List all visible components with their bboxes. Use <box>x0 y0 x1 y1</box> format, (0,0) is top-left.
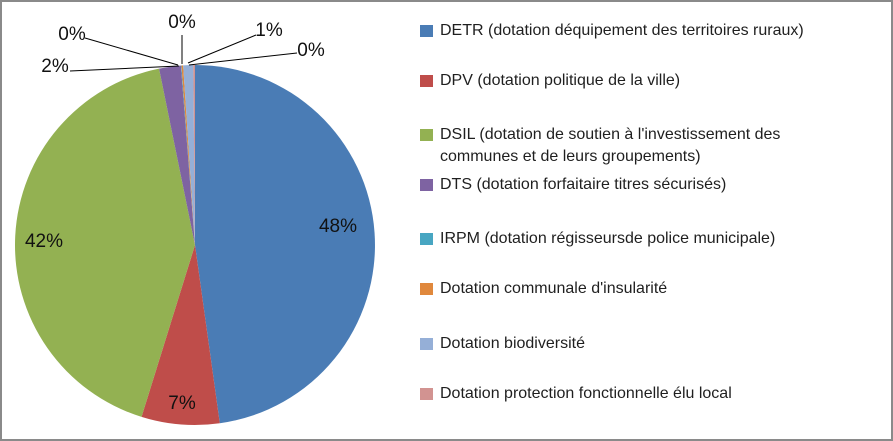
legend-label: Dotation biodiversité <box>440 335 585 352</box>
legend-item-6: Dotation biodiversité <box>420 333 830 355</box>
legend-swatch-icon <box>420 25 433 37</box>
legend-swatch-icon <box>420 233 433 245</box>
legend-item-4: IRPM (dotation régisseursde police munic… <box>420 228 830 250</box>
legend-label: Dotation communale d'insularité <box>440 280 668 297</box>
legend-label: DETR (dotation déquipement des territoir… <box>440 22 804 39</box>
pie-chart: 48% 7% 42% 2% 0% 0% 1% 0% <box>14 12 375 425</box>
legend-swatch-icon <box>420 179 433 191</box>
pie-slice-4 <box>180 65 195 245</box>
data-label-3: 2% <box>41 56 69 77</box>
legend-swatch-icon <box>420 75 433 87</box>
pie-slice-3 <box>159 65 195 245</box>
pie-slice-0 <box>195 65 375 424</box>
label-leader-line-7 <box>188 52 298 66</box>
legend-swatch-icon <box>420 283 433 295</box>
legend-swatch-icon <box>420 129 433 141</box>
legend-item-0: DETR (dotation déquipement des territoir… <box>420 20 830 42</box>
label-leader-line-6 <box>187 34 257 64</box>
data-label-2: 42% <box>25 231 63 252</box>
pie-slice-6 <box>183 65 195 245</box>
pie-slice-5 <box>181 65 195 245</box>
legend-item-5: Dotation communale d'insularité <box>420 278 830 300</box>
legend-item-3: DTS (dotation forfaitaire titres sécuris… <box>420 174 830 196</box>
pie-slice-1 <box>141 245 220 425</box>
data-label-5: 0% <box>168 12 196 33</box>
pie-slice-7 <box>193 65 195 245</box>
legend-swatch-icon <box>420 338 433 350</box>
legend-label: DPV (dotation politique de la ville) <box>440 72 681 89</box>
legend-item-7: Dotation protection fonctionnelle élu lo… <box>420 383 830 405</box>
legend-label: Dotation protection fonctionnelle élu lo… <box>440 385 732 402</box>
pie-slice-2 <box>14 68 195 417</box>
legend-item-1: DPV (dotation politique de la ville) <box>420 70 830 92</box>
label-leader-line-3 <box>69 65 180 72</box>
legend-label: DSIL (dotation de soutien à l'investisse… <box>440 126 781 165</box>
data-label-7: 0% <box>297 40 325 61</box>
legend-swatch-icon <box>420 388 433 400</box>
label-leader-line-4 <box>84 37 179 66</box>
legend-item-2: DSIL (dotation de soutien à l'investisse… <box>420 124 830 168</box>
data-label-0: 48% <box>319 216 357 237</box>
legend-label: DTS (dotation forfaitaire titres sécuris… <box>440 176 727 193</box>
data-label-4: 0% <box>58 24 86 45</box>
data-label-6: 1% <box>255 20 283 41</box>
data-label-1: 7% <box>168 393 196 414</box>
legend-label: IRPM (dotation régisseursde police munic… <box>440 230 776 247</box>
